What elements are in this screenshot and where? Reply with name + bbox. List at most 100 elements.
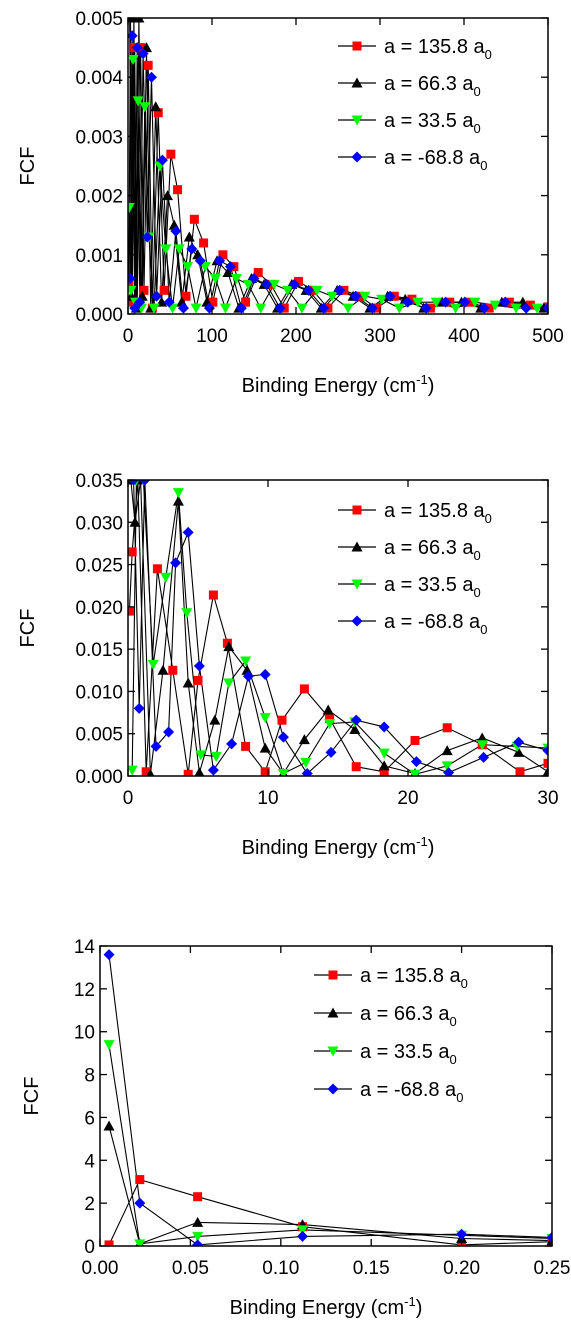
series-line-4 — [108, 954, 552, 1246]
data-point — [520, 302, 532, 314]
data-point — [170, 557, 182, 569]
data-point — [420, 302, 432, 314]
legend-item-1: a = 135.8 a0 — [338, 500, 492, 526]
data-point — [478, 751, 490, 763]
legend: a = 135.8 a0 a = 66.3 a0 a = 33.5 a0 a = -6… — [338, 500, 492, 637]
data-point — [376, 294, 388, 305]
data-point — [242, 279, 254, 290]
data-point — [299, 684, 309, 694]
legend-item-3: a = 33.5 a0 — [314, 1041, 457, 1067]
data-point — [324, 719, 336, 730]
data-point — [261, 278, 273, 290]
data-point — [301, 767, 313, 776]
y-tick-label: 0.000 — [75, 767, 123, 788]
data-point — [410, 735, 420, 745]
x-tick-label: 0.05 — [172, 1258, 209, 1279]
data-point — [146, 71, 158, 83]
data-point — [103, 949, 115, 961]
data-point — [208, 590, 218, 600]
data-point — [402, 296, 414, 308]
legend-label-sub: 0 — [456, 1090, 463, 1105]
legend-item-3: a = 33.5 a0 — [338, 574, 481, 600]
data-point — [230, 273, 242, 284]
data-point — [350, 290, 362, 302]
legend-label: a = 66.3 a0 — [384, 537, 481, 563]
data-point — [128, 606, 134, 616]
data-point — [222, 638, 232, 648]
data-point — [513, 736, 525, 748]
y-tick-label: 0.030 — [75, 513, 123, 534]
data-point — [242, 670, 254, 682]
data-point — [192, 1239, 204, 1246]
data-point — [177, 302, 189, 314]
data-point — [222, 267, 234, 278]
data-point — [277, 715, 287, 725]
x-tick-label: 30 — [537, 788, 558, 809]
data-point — [133, 702, 145, 714]
legend-marker — [351, 151, 363, 163]
data-point — [173, 185, 183, 195]
data-point — [128, 54, 139, 65]
data-point — [226, 738, 238, 750]
data-point — [183, 231, 195, 242]
series-line-1 — [108, 1178, 552, 1246]
data-point — [172, 495, 184, 506]
data-point — [207, 764, 219, 776]
y-axis-title: FCF — [17, 147, 39, 186]
data-point — [150, 101, 162, 112]
legend-label: a = -68.8 a0 — [384, 147, 487, 173]
x-tick-label: 0.20 — [443, 1258, 480, 1279]
data-point — [543, 758, 548, 768]
data-point — [190, 303, 202, 314]
data-point — [168, 665, 178, 675]
plot-data-group — [103, 949, 552, 1246]
data-point — [378, 748, 390, 759]
data-point — [322, 704, 334, 715]
data-point — [134, 296, 146, 308]
data-point — [350, 714, 362, 726]
x-tick-label: 0.25 — [534, 1258, 571, 1279]
data-point — [223, 641, 235, 652]
data-point — [542, 745, 548, 757]
data-point — [255, 303, 267, 314]
legend-item-4: a = -68.8 a0 — [338, 611, 487, 637]
series-markers-1 — [128, 480, 548, 776]
data-point — [141, 231, 153, 243]
data-point — [366, 302, 378, 314]
data-point — [135, 1175, 145, 1185]
chart-panel-3: 0.00 0.05 0.10 0.15 0.20 0.25 0 2 4 6 8 10 12 14 FCF Bi… — [21, 937, 570, 1319]
x-tick-label: 20 — [397, 788, 418, 809]
data-point — [199, 262, 211, 273]
y-tick-label: 0.001 — [75, 246, 123, 267]
data-point — [160, 572, 172, 583]
data-point — [156, 154, 168, 166]
data-point — [141, 767, 151, 776]
y-tick-label: 6 — [84, 1108, 95, 1129]
x-axis-title-text: Binding Energy (cm — [230, 1297, 405, 1319]
data-point — [139, 285, 149, 295]
x-tick-label: 0 — [123, 788, 134, 809]
data-point — [104, 1240, 114, 1246]
data-point — [469, 297, 481, 308]
y-tick-label: 0.010 — [75, 682, 123, 703]
data-point — [384, 290, 396, 302]
data-point — [209, 714, 221, 725]
data-point — [325, 746, 337, 758]
legend-item-2: a = 66.3 a0 — [338, 537, 481, 563]
data-point — [325, 713, 335, 723]
data-point — [298, 734, 310, 745]
x-axis-title-sup: -1 — [404, 1294, 416, 1309]
data-point — [209, 273, 221, 284]
data-point — [147, 659, 159, 670]
legend-item-4: a = -68.8 a0 — [338, 147, 487, 173]
x-axis-title: Binding Energy (cm-1) — [230, 1294, 423, 1319]
data-point — [183, 769, 193, 776]
data-point — [359, 291, 371, 302]
data-point — [456, 1228, 468, 1240]
plot-frame — [99, 945, 553, 1247]
data-point — [150, 740, 162, 752]
plot-frame — [127, 479, 549, 777]
data-point — [132, 96, 144, 107]
y-tick-label: 0.005 — [75, 725, 123, 746]
data-point — [259, 742, 271, 753]
